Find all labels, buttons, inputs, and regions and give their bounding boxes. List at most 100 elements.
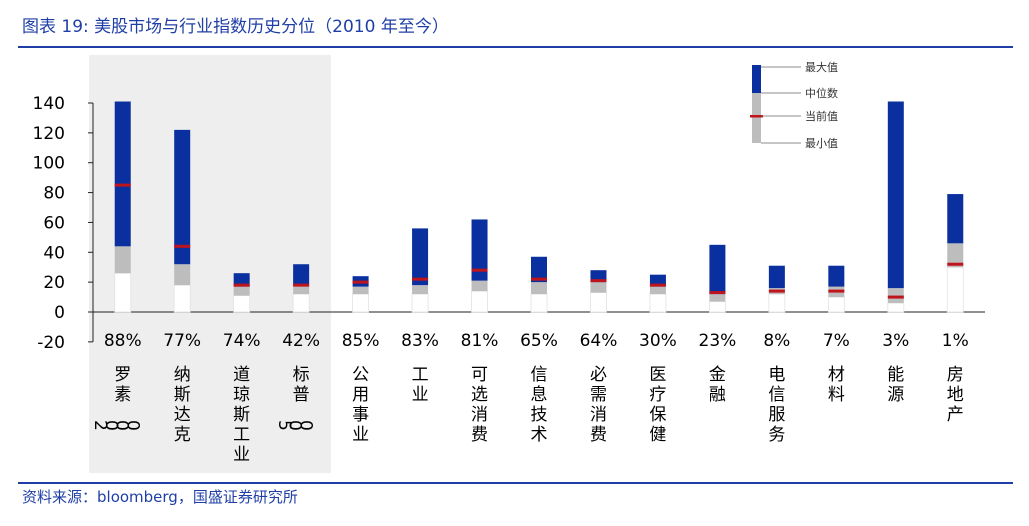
bar-median-segment bbox=[174, 264, 191, 286]
bar-max-segment bbox=[412, 228, 429, 286]
percentile-label: 83% bbox=[401, 331, 439, 351]
y-tick-label: -20 bbox=[37, 333, 65, 353]
bar-min-segment bbox=[709, 301, 726, 313]
percentile-label: 1% bbox=[942, 331, 969, 351]
percentile-label: 64% bbox=[580, 331, 618, 351]
category-label: 标普 500 bbox=[274, 365, 316, 431]
y-tick-label: 40 bbox=[43, 243, 65, 263]
category-label: 必需消费 bbox=[590, 365, 607, 445]
bar-median-segment bbox=[114, 246, 131, 274]
category-label: 金融 bbox=[709, 365, 726, 405]
bar-min-segment bbox=[233, 295, 251, 313]
current-marker bbox=[114, 183, 131, 187]
legend-label-min: 最小值 bbox=[805, 137, 838, 150]
percentile-label: 65% bbox=[520, 331, 558, 351]
bar-min-segment bbox=[827, 296, 845, 313]
current-marker bbox=[174, 244, 191, 248]
source-rule bbox=[18, 482, 1013, 484]
y-tick-label: 0 bbox=[54, 303, 65, 323]
current-marker bbox=[412, 277, 429, 281]
bar-min-segment bbox=[946, 266, 964, 313]
bar-max-segment bbox=[887, 101, 904, 289]
bar-median-segment bbox=[352, 286, 369, 295]
percentile-label: 85% bbox=[342, 331, 380, 351]
bar-min-segment bbox=[590, 292, 607, 313]
title-rule bbox=[18, 46, 1013, 48]
category-label: 能源 bbox=[887, 365, 904, 405]
bar-max-segment bbox=[828, 265, 845, 287]
percentile-label: 8% bbox=[763, 331, 790, 351]
bar-max-segment bbox=[174, 129, 191, 265]
category-label: 房地产 bbox=[947, 365, 964, 425]
current-marker bbox=[590, 279, 607, 283]
current-marker bbox=[233, 283, 250, 287]
percentile-label: 7% bbox=[823, 331, 850, 351]
current-marker bbox=[352, 280, 369, 284]
bar-max-segment bbox=[531, 256, 547, 283]
bar-min-segment bbox=[649, 293, 667, 313]
bar-median-segment bbox=[947, 243, 964, 268]
percentile-label: 3% bbox=[882, 331, 909, 351]
bar-median-segment bbox=[233, 286, 250, 296]
bar-max-segment bbox=[233, 273, 250, 287]
bar-min-segment bbox=[114, 272, 132, 313]
y-tick-label: 80 bbox=[43, 184, 65, 204]
category-label: 电信服务 bbox=[768, 365, 785, 445]
category-label: 信息技术 bbox=[531, 365, 548, 445]
percentile-label: 81% bbox=[461, 331, 499, 351]
bar-median-segment bbox=[590, 282, 607, 293]
current-marker bbox=[768, 289, 785, 293]
category-label: 道琼斯工业 bbox=[233, 365, 250, 465]
y-tick-label: 120 bbox=[33, 124, 65, 144]
y-tick-label: 60 bbox=[43, 213, 65, 233]
bar-min-segment bbox=[173, 284, 191, 313]
source-note: 资料来源：bloomberg，国盛证券研究所 bbox=[22, 488, 298, 506]
category-label: 可选消费 bbox=[471, 365, 488, 445]
bar-median-segment bbox=[293, 285, 310, 295]
bar-min-segment bbox=[530, 293, 548, 313]
current-marker bbox=[293, 283, 310, 287]
y-tick-label: 20 bbox=[43, 273, 65, 293]
bar-median-segment bbox=[649, 286, 666, 295]
bar-max-segment bbox=[768, 265, 785, 289]
percentile-label: 74% bbox=[223, 331, 261, 351]
bar-median-segment bbox=[709, 294, 726, 302]
percentile-label: 77% bbox=[163, 331, 201, 351]
bar-max-segment bbox=[471, 219, 488, 281]
bar-median-segment bbox=[412, 285, 429, 295]
bar-median-segment bbox=[471, 280, 488, 292]
percentile-label: 23% bbox=[699, 331, 737, 351]
legend-max-swatch bbox=[752, 65, 761, 93]
current-marker bbox=[649, 283, 666, 287]
percentile-label: 30% bbox=[639, 331, 677, 351]
legend-current-swatch bbox=[750, 115, 763, 118]
category-label: 材料 bbox=[828, 365, 845, 405]
y-tick-label: 100 bbox=[33, 154, 65, 174]
current-marker bbox=[887, 295, 904, 299]
bar-max-segment bbox=[947, 194, 964, 244]
legend-label-median: 中位数 bbox=[805, 86, 838, 100]
bar-min-segment bbox=[887, 302, 905, 313]
percentile-label: 88% bbox=[104, 331, 142, 351]
bar-max-segment bbox=[649, 274, 666, 287]
bar-max-segment bbox=[293, 264, 310, 286]
category-label: 罗素 2000 bbox=[90, 365, 142, 431]
bar-max-segment bbox=[590, 270, 607, 283]
category-label: 工业 bbox=[412, 365, 429, 405]
legend-median-swatch bbox=[752, 93, 761, 143]
percentile-label: 42% bbox=[282, 331, 320, 351]
bar-min-segment bbox=[768, 293, 786, 313]
bar-min-segment bbox=[352, 293, 370, 313]
y-tick-label: 140 bbox=[33, 94, 65, 114]
category-label: 纳斯达克 bbox=[174, 365, 191, 445]
bar-min-segment bbox=[292, 293, 310, 313]
bar-median-segment bbox=[531, 282, 547, 295]
legend-label-current: 当前值 bbox=[805, 109, 838, 123]
category-label: 医疗保健 bbox=[649, 365, 666, 445]
current-marker bbox=[709, 291, 726, 295]
bar-max-segment bbox=[114, 101, 131, 247]
current-marker bbox=[828, 289, 845, 293]
current-marker bbox=[471, 268, 488, 272]
bar-min-segment bbox=[411, 293, 429, 313]
